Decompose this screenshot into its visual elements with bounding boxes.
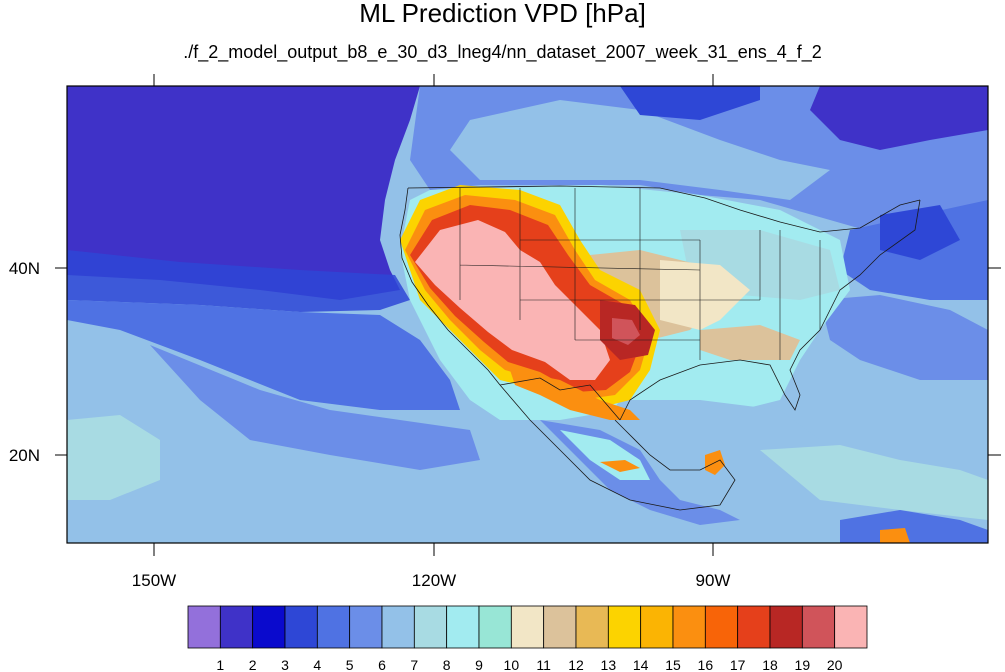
colorbar-label: 6	[378, 657, 386, 672]
field-south-america	[840, 510, 988, 543]
tick-label-90w: 90W	[696, 571, 731, 590]
state-lines	[459, 188, 821, 360]
field-hudson-blue	[620, 86, 760, 120]
field-mexico-orange	[510, 370, 640, 420]
colorbar-label: 7	[410, 657, 418, 672]
colorbar-label: 19	[795, 657, 811, 672]
colorbar-label: 11	[536, 657, 551, 672]
colorbar-label: 13	[601, 657, 617, 672]
colorbar-swatch	[834, 605, 868, 649]
colorbar-label: 2	[249, 657, 257, 672]
colorbar-swatch	[801, 605, 836, 649]
colorbar-swatch	[704, 605, 739, 649]
colorbar-label: 18	[762, 657, 778, 672]
colorbar-label: 14	[633, 657, 649, 672]
map-boundaries	[399, 185, 921, 511]
colorbar-label: 1	[216, 657, 224, 672]
colorbar-swatch	[413, 605, 448, 649]
colorbar-swatch	[737, 605, 771, 649]
tick-label-40n: 40N	[9, 259, 40, 278]
field-pacific-light	[150, 345, 480, 470]
us-canada-border	[407, 185, 921, 233]
us-mexico-border	[499, 377, 621, 421]
map-frame	[66, 85, 989, 544]
tick-label-20n: 20N	[9, 446, 40, 465]
field-pacific-mid	[67, 300, 460, 410]
colorbar-swatch	[219, 605, 254, 649]
colorbar-swatch	[543, 605, 577, 649]
map-title: ML Prediction VPD [hPa]	[359, 0, 646, 28]
colorbar-swatch	[575, 605, 609, 649]
colorbar-label: 17	[730, 657, 746, 672]
us-east-coastline	[619, 199, 921, 421]
field-north-pacific	[67, 86, 420, 300]
colorbar-swatch	[769, 605, 803, 649]
colorbar-swatch	[349, 605, 383, 649]
mexico-outline	[499, 384, 736, 511]
colorbar-label: 9	[475, 657, 483, 672]
colorbar-label: 5	[346, 657, 354, 672]
axis-ticks	[55, 74, 1001, 556]
field-hawaii	[67, 415, 160, 500]
colorbar-swatch	[640, 605, 674, 649]
tick-label-150w: 150W	[132, 571, 176, 590]
field-hudson-dark	[810, 86, 988, 150]
colorbar-label: 4	[313, 657, 321, 672]
field-mexico-spot	[600, 460, 640, 472]
colorbar-swatch	[284, 605, 318, 649]
field-caribbean-cyan	[760, 445, 988, 520]
field-west-pink	[415, 220, 610, 380]
colorbar-swatch	[672, 605, 706, 649]
colorbar-swatch	[252, 605, 286, 649]
colorbar-label: 8	[443, 657, 451, 672]
colorbar-label: 20	[827, 657, 843, 672]
colorbar-label: 10	[504, 657, 520, 672]
field-plains-cream	[660, 260, 750, 330]
map-subtitle: ./f_2_model_output_b8_e_30_d3_lneg4/nn_d…	[183, 42, 822, 62]
colorbar-label: 12	[568, 657, 584, 672]
colorbar-swatch	[446, 605, 480, 649]
field-plains-pink	[612, 318, 640, 345]
colorbar-swatch	[607, 605, 642, 649]
field-southeast-tan	[700, 325, 800, 360]
colorbar-swatch	[510, 605, 545, 649]
field-atlantic-dark	[880, 205, 960, 260]
field-south-america-hot	[880, 528, 910, 543]
us-west-coastline	[399, 187, 501, 386]
colorbar: 1 2 3 4 5 6 7 8 9 10 11 12 13 14 15 16 17 18 19 20	[187, 605, 868, 672]
colorbar-swatch	[316, 605, 351, 649]
colorbar-swatch	[381, 605, 415, 649]
field-atlantic-light	[820, 295, 988, 380]
colorbar-label: 15	[665, 657, 681, 672]
colorbar-label: 16	[698, 657, 714, 672]
field-north-pacific-outer	[67, 250, 410, 312]
tick-label-120w: 120W	[412, 571, 456, 590]
colorbar-label: 3	[281, 657, 289, 672]
colorbar-swatch	[187, 605, 221, 649]
vpd-field	[67, 86, 988, 543]
field-canada-light	[450, 100, 830, 200]
colorbar-swatch	[478, 605, 512, 649]
